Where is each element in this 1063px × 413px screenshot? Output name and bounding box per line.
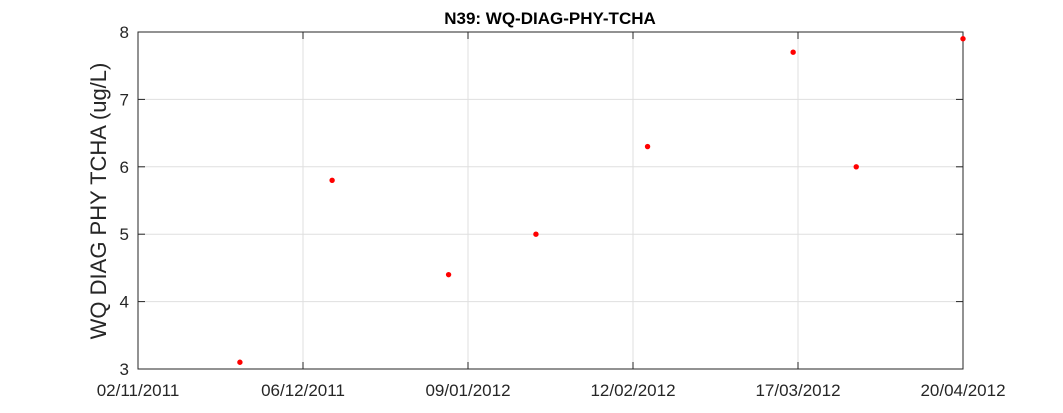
axes-frame	[137, 31, 964, 370]
data-point	[445, 271, 452, 278]
x-tick-label: 09/01/2012	[425, 381, 510, 400]
chart-title: N39: WQ-DIAG-PHY-TCHA	[444, 9, 656, 28]
axes-box	[137, 31, 964, 370]
y-tick-label: 8	[120, 23, 129, 42]
x-axis-ticks: 02/11/2011 06/12/2011 09/01/2012 12/02/2012…	[97, 32, 1006, 400]
x-tick-label: 12/02/2012	[590, 381, 675, 400]
x-tick-label: 17/03/2012	[755, 381, 840, 400]
y-tick-label: 7	[120, 90, 129, 109]
data-point	[237, 359, 243, 365]
x-tick-label: 20/04/2012	[920, 381, 1005, 400]
data-point	[533, 231, 539, 237]
data-point	[644, 143, 651, 150]
data-point	[329, 177, 335, 183]
data-point	[960, 36, 966, 42]
y-tick-label: 4	[120, 293, 129, 312]
y-axis-label: WQ DIAG PHY TCHA (ug/L)	[86, 63, 111, 340]
x-tick-label: 06/12/2011	[261, 381, 345, 400]
plot-background	[138, 32, 963, 369]
plot-area	[138, 32, 963, 369]
y-tick-label: 6	[120, 158, 129, 177]
x-tick-label: 02/11/2011	[97, 381, 180, 400]
y-tick-label: 5	[120, 225, 129, 244]
grid-lines	[138, 32, 963, 369]
data-points	[237, 36, 966, 365]
y-axis-ticks: 3 4 5 6 7 8	[120, 23, 963, 379]
data-point	[853, 164, 859, 170]
y-tick-label: 3	[120, 360, 129, 379]
data-point	[790, 49, 796, 55]
